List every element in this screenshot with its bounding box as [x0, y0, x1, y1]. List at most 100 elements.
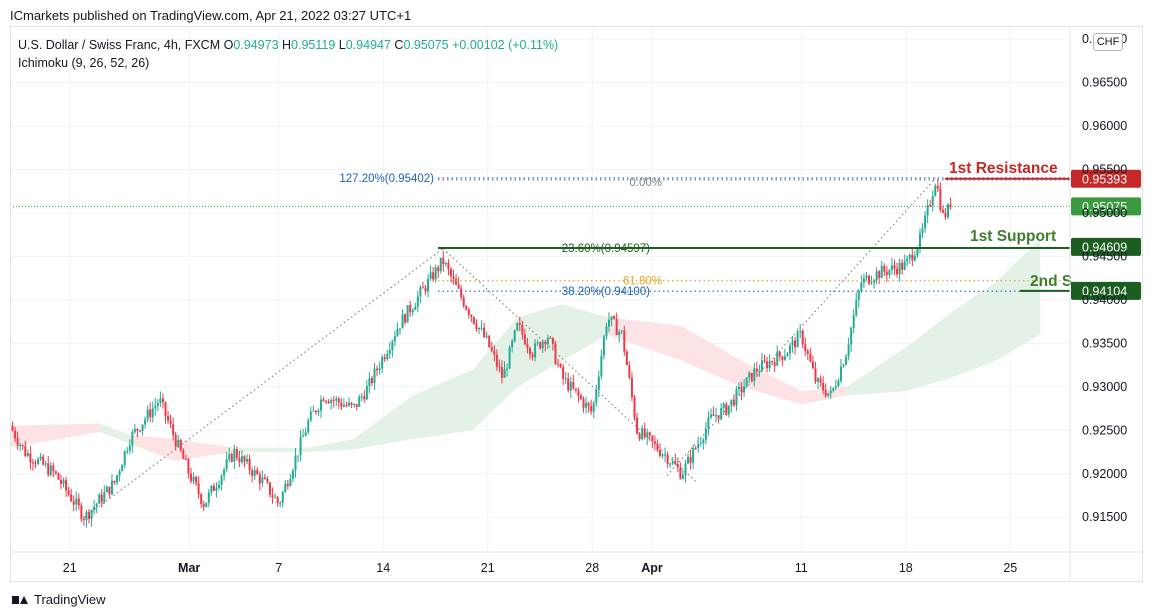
- candle: [658, 443, 661, 458]
- candle: [404, 313, 407, 325]
- candle: [202, 500, 205, 511]
- candle-body: [827, 393, 830, 396]
- candle-body: [49, 465, 52, 475]
- candle: [266, 476, 269, 485]
- candle-body: [890, 265, 893, 271]
- fib-label: 38.20%(0.94100): [562, 286, 650, 298]
- candle-body: [883, 266, 886, 272]
- candle: [34, 459, 37, 469]
- candle-body: [783, 356, 786, 360]
- candle-body: [309, 411, 312, 421]
- candle-body: [557, 363, 560, 365]
- candle-body: [809, 353, 812, 362]
- candle: [572, 374, 575, 390]
- candle-body: [103, 492, 106, 503]
- candle: [289, 474, 292, 487]
- candle-body: [633, 397, 636, 418]
- candle-body: [585, 402, 588, 408]
- trend-line: [84, 248, 444, 518]
- y-tick-label: 0.92500: [1082, 423, 1127, 437]
- candle: [149, 402, 152, 423]
- candle: [281, 490, 284, 508]
- candle-body: [648, 432, 651, 436]
- high-value: 0.95119: [291, 38, 336, 52]
- candle: [600, 349, 603, 380]
- candle: [783, 349, 786, 362]
- cloud-segment: [472, 317, 518, 431]
- candle: [615, 312, 618, 336]
- candle-body: [238, 458, 241, 463]
- candle: [562, 363, 565, 386]
- candle-body: [878, 271, 881, 278]
- candle-body: [80, 505, 83, 520]
- candle-body: [258, 474, 261, 484]
- candle: [523, 328, 526, 346]
- close-value: 0.95075: [403, 38, 449, 52]
- candle-body: [416, 296, 419, 307]
- candle: [75, 491, 78, 512]
- candle: [911, 248, 914, 267]
- candle-body: [37, 459, 40, 465]
- candle: [455, 274, 458, 286]
- candle-body: [294, 455, 297, 471]
- candle-body: [439, 257, 442, 272]
- candle: [536, 339, 539, 346]
- currency-badge[interactable]: CHF: [1093, 33, 1123, 51]
- candle: [908, 253, 911, 264]
- price-chart[interactable]: 127.20%(0.95402) 0.00% 23.60%(0.94597) 61.8…: [10, 26, 1143, 582]
- candle: [809, 348, 812, 363]
- candle: [546, 334, 549, 350]
- candle: [177, 434, 180, 448]
- candle: [93, 499, 96, 515]
- candle-body: [725, 403, 728, 415]
- candle: [189, 467, 192, 484]
- candle: [896, 262, 899, 278]
- candle-body: [421, 287, 424, 289]
- candle: [215, 482, 218, 498]
- footer: TradingView: [12, 592, 106, 607]
- candle-body: [546, 337, 549, 345]
- candle-body: [146, 409, 149, 420]
- candle: [95, 502, 98, 514]
- candle-body: [781, 356, 784, 360]
- candle: [791, 336, 794, 353]
- candle-body: [508, 347, 511, 369]
- candle: [154, 398, 157, 416]
- candle-body: [929, 205, 932, 207]
- candle-body: [307, 420, 310, 433]
- footer-brand: TradingView: [34, 592, 106, 607]
- candle-body: [156, 402, 159, 406]
- x-tick-label: Apr: [641, 561, 663, 575]
- candle-body: [559, 364, 562, 367]
- candle-body: [70, 494, 73, 502]
- candle-body: [936, 185, 939, 189]
- candle-body: [704, 428, 707, 440]
- candle-body: [679, 467, 682, 479]
- candle: [263, 473, 266, 480]
- candle: [44, 460, 47, 468]
- candle: [638, 432, 641, 442]
- candle-body: [128, 445, 131, 451]
- candle: [623, 325, 626, 356]
- candle-body: [865, 275, 868, 278]
- candle: [179, 438, 182, 453]
- candle: [100, 489, 103, 508]
- candle-body: [745, 377, 748, 387]
- candle: [381, 354, 384, 374]
- candle-body: [822, 382, 825, 391]
- candle: [447, 258, 450, 276]
- candle: [860, 275, 863, 294]
- candle-body: [248, 458, 251, 471]
- cloud-segment: [846, 347, 906, 396]
- candle: [457, 277, 460, 290]
- candle-body: [465, 306, 468, 310]
- chart-frame[interactable]: 127.20%(0.95402) 0.00% 23.60%(0.94597) 61.8…: [10, 26, 1143, 582]
- candle-body: [350, 402, 353, 405]
- candle: [692, 444, 695, 469]
- candle: [531, 352, 534, 361]
- candle-body: [896, 268, 899, 275]
- candle-body: [819, 378, 822, 383]
- candle: [386, 349, 389, 361]
- candle-body: [192, 476, 195, 482]
- candle: [218, 480, 221, 490]
